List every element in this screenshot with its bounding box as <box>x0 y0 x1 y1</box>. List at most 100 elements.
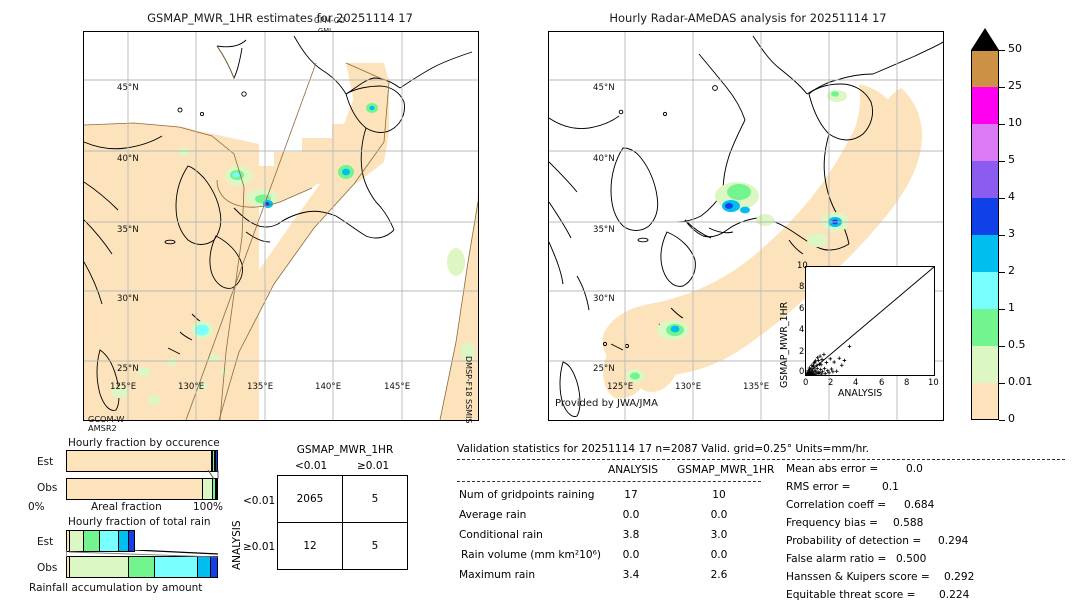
scatter-point <box>824 360 829 365</box>
colorbar-arrow-top <box>971 28 999 50</box>
validation-row-label-4: Maximum rain <box>459 569 536 581</box>
score-label-4: Probability of detection = <box>786 535 922 547</box>
scatter-canvas <box>806 267 934 375</box>
validation-row-analysis-2: 3.8 <box>622 529 640 541</box>
right-map-lon-135: 135°E <box>743 382 770 392</box>
right-map-lat-45: 45°N <box>593 83 615 93</box>
colorbar-label-9: 0.01 <box>1008 375 1033 388</box>
validation-row-estimate-0: 10 <box>712 489 726 501</box>
colorbar-label-7: 1 <box>1008 301 1015 314</box>
validation-row-label-3: Rain volume (mm km²10⁶) <box>461 549 601 561</box>
bar-segment-3 <box>99 531 119 551</box>
validation-row-estimate-4: 2.6 <box>710 569 728 581</box>
scatter-x-tick-10: 10 <box>928 377 939 387</box>
scatter-point <box>811 364 816 368</box>
totalrain-row-label-est: Est <box>37 536 54 548</box>
contingency-col-header-ge: ≥0.01 <box>357 460 390 472</box>
scatter-y-tick-4: 4 <box>799 324 805 334</box>
totalrain-chart-title: Hourly fraction of total rain <box>68 516 211 528</box>
occurrence-bar-obs <box>66 478 218 500</box>
bar-segment-5 <box>128 531 135 551</box>
occurrence-axis-label: Areal fraction <box>91 501 162 513</box>
scatter-point <box>815 366 820 371</box>
left-map-lon-130: 130°E <box>178 382 205 392</box>
colorbar-tickmark-6 <box>999 272 1005 273</box>
bar-segment-2 <box>128 557 155 577</box>
scatter-point <box>834 369 839 374</box>
scatter-x-tick-0: 0 <box>803 377 809 387</box>
score-value-0: 0.0 <box>906 463 923 475</box>
left-map: 45°N 40°N 35°N 30°N 25°N 125°E 130°E 135… <box>83 31 479 421</box>
right-map-lat-35: 35°N <box>593 225 615 235</box>
left-map-canvas <box>84 32 478 420</box>
colorbar-band-4 <box>971 198 999 235</box>
colorbar-label-6: 2 <box>1008 264 1015 277</box>
bar-segment-1 <box>70 557 129 577</box>
colorbar-band-0 <box>971 50 999 87</box>
scatter-point <box>809 370 813 375</box>
validation-col-header-estimate: GSMAP_MWR_1HR <box>677 464 775 476</box>
scatter-x-tick-4: 4 <box>853 377 859 387</box>
totalrain-bar-est <box>66 530 136 552</box>
score-label-0: Mean abs error = <box>786 463 879 475</box>
right-map-credit: Provided by JWA/JMA <box>555 398 658 409</box>
colorbar-tickmark-7 <box>999 309 1005 310</box>
contingency-cell-hitmiss-00: 2065 <box>277 475 343 523</box>
score-label-1: RMS error = <box>786 481 851 493</box>
left-map-lon-140: 140°E <box>315 382 342 392</box>
score-value-2: 0.684 <box>904 499 935 511</box>
left-map-lat-40: 40°N <box>117 154 139 164</box>
validation-header: Validation statistics for 20251114 17 n=… <box>457 443 870 455</box>
right-map-lon-125: 125°E <box>607 382 634 392</box>
validation-row-analysis-3: 0.0 <box>622 549 640 561</box>
bar-segment-2 <box>213 479 216 499</box>
scatter-x-tick-6: 6 <box>879 377 885 387</box>
scatter-x-tick-8: 8 <box>904 377 910 387</box>
scatter-point <box>815 363 819 368</box>
left-map-lat-35: 35°N <box>117 225 139 235</box>
score-value-5: 0.500 <box>896 553 927 565</box>
left-sat-overlay-gpm: GPM-CO <box>314 16 346 25</box>
scatter-point <box>815 355 820 360</box>
left-map-lat-45: 45°N <box>117 83 139 93</box>
occurrence-bar-est <box>66 450 218 472</box>
table-row: 2065 5 <box>277 475 408 523</box>
contingency-cell-hitmiss-01: 5 <box>342 475 408 523</box>
validation-col-header-analysis: ANALYSIS <box>608 464 658 476</box>
scatter-y-tick-10: 10 <box>797 260 808 270</box>
bar-segment-4 <box>216 451 217 471</box>
scatter-point <box>832 360 836 364</box>
contingency-row-axis-title: ANALYSIS <box>231 520 243 570</box>
contingency-cell-hitmiss-11: 5 <box>342 522 408 570</box>
scatter-y-tick-8: 8 <box>799 281 805 291</box>
colorbar-label-5: 3 <box>1008 227 1015 240</box>
bar-segment-1 <box>212 451 214 471</box>
scatter-point <box>806 371 809 375</box>
colorbar-tickmark-10 <box>999 420 1005 421</box>
scatter-point <box>812 360 817 364</box>
right-map-lat-25: 25°N <box>593 364 615 374</box>
contingency-col-group-title: GSMAP_MWR_1HR <box>296 444 394 456</box>
scatter-point <box>847 344 852 349</box>
left-map-dmsp-label: DMSP-F18 SSMIS <box>463 356 473 424</box>
contingency-cell-hitmiss-10: 12 <box>277 522 343 570</box>
scatter-x-tick-2: 2 <box>828 377 834 387</box>
left-map-sensor-label: GCOM-W AMSR2 <box>88 414 125 434</box>
scatter-point <box>828 357 833 361</box>
occurrence-axis-max: 100% <box>193 501 224 513</box>
scatter-plot <box>805 266 935 376</box>
scatter-point <box>820 369 825 374</box>
bar-segment-1 <box>70 531 85 551</box>
scatter-point <box>829 367 834 371</box>
scatter-point <box>810 372 814 375</box>
colorbar-tickmark-4 <box>999 198 1005 199</box>
colorbar-tickmark-5 <box>999 235 1005 236</box>
right-map-lat-40: 40°N <box>593 154 615 164</box>
scatter-point <box>822 366 827 371</box>
bar-segment-0 <box>67 451 213 471</box>
colorbar-band-2 <box>971 124 999 161</box>
bar-segment-3 <box>215 451 217 471</box>
totalrain-connector <box>66 550 219 558</box>
colorbar-band-8 <box>971 346 999 383</box>
